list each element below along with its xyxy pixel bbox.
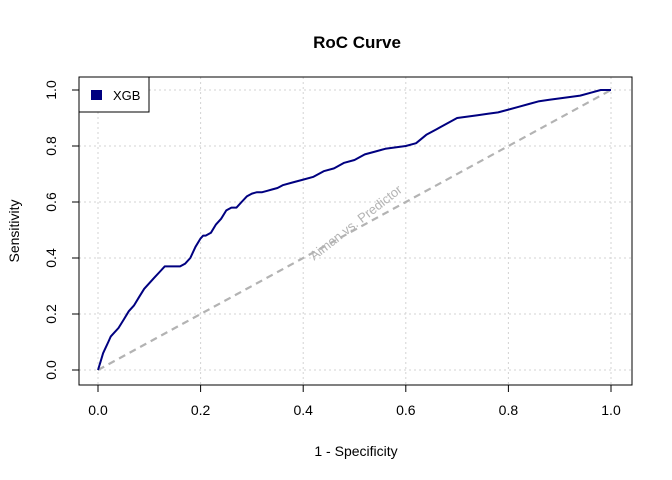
y-axis-label: Sensitivity	[6, 199, 22, 262]
y-tick-label: 0.2	[43, 304, 59, 324]
x-tick-label: 0.0	[88, 402, 108, 418]
x-tick-label: 1.0	[601, 402, 621, 418]
y-tick-label: 1.0	[43, 80, 59, 100]
grid	[79, 77, 632, 385]
x-tick-label: 0.2	[191, 402, 211, 418]
annotation-layer: Aiman vs. Predictor	[307, 181, 406, 263]
diagonal-reference-line	[97, 89, 612, 371]
y-tick-label: 0.6	[43, 192, 59, 212]
series-layer	[97, 89, 611, 371]
legend-label: XGB	[113, 88, 140, 103]
y-axis: 0.0 0.2 0.4 0.6 0.8 1.0	[43, 80, 79, 380]
x-axis-label: 1 - Specificity	[314, 443, 397, 459]
series-line-xgb	[97, 89, 611, 371]
y-tick-label: 0.0	[43, 360, 59, 380]
chart-title: RoC Curve	[313, 33, 401, 52]
x-tick-label: 0.6	[396, 402, 416, 418]
reference-line	[97, 89, 612, 371]
y-tick-label: 0.4	[43, 248, 59, 268]
legend: XGB	[78, 76, 150, 113]
legend-swatch	[91, 90, 102, 100]
diagonal-annotation: Aiman vs. Predictor	[307, 181, 406, 263]
plot-frame	[78, 76, 633, 386]
x-tick-label: 0.8	[499, 402, 519, 418]
y-tick-label: 0.8	[43, 136, 59, 156]
x-axis: 0.0 0.2 0.4 0.6 0.8 1.0	[88, 385, 621, 418]
legend-box	[78, 76, 150, 113]
x-tick-label: 0.4	[293, 402, 313, 418]
